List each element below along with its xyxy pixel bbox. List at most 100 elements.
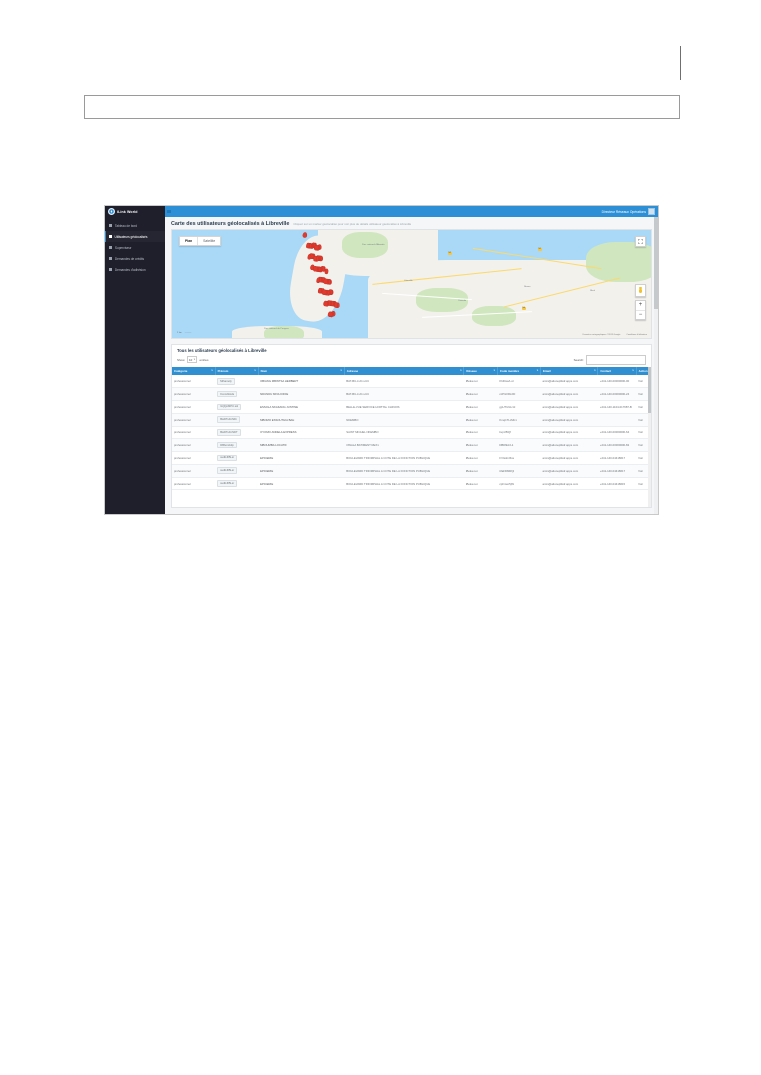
cell-contact: +241-140-00000000-82 — [597, 438, 637, 453]
column-header-reseau[interactable]: Réseau ⇅ — [463, 367, 498, 376]
cell-contact: +241-140-1104-017687-B — [597, 400, 637, 414]
sidebar-item-demandes-de-credits[interactable]: Demandes de crédits — [105, 253, 165, 264]
cell-nom: NDUNDU MIVA KIFFE — [258, 387, 345, 401]
page-length-value: 10 — [189, 357, 193, 362]
map-label-ntoum: Ntoum — [524, 286, 531, 288]
cell-code-membre: FVGsbn5ss — [497, 451, 541, 465]
window-scroll-thumb[interactable] — [654, 217, 658, 309]
cell-nom: ESSOLA NKAKANG JUSTINE — [258, 400, 345, 414]
table-scroll-thumb[interactable] — [648, 367, 651, 413]
zoom-in-button[interactable]: + — [638, 302, 643, 309]
map-park-akanda — [342, 232, 388, 258]
cell-action[interactable]: Voir — [636, 400, 651, 414]
cell-action[interactable]: Voir — [636, 464, 651, 478]
cell-nom: OYOMO ANDELA EXPRESS — [258, 426, 345, 440]
map-tab-plan[interactable]: Plan — [185, 239, 193, 243]
sort-arrows-icon: ⇅ — [460, 370, 462, 373]
zoom-out-button[interactable]: − — [636, 309, 645, 320]
sidebar-item-utilisateurs-geolocalises[interactable]: Utilisateurs géolocalisés — [105, 231, 165, 242]
table-row[interactable]: professionnel DBbombdp MBOUMBA LOCATIF OWAL… — [172, 438, 651, 453]
cell-contact: +241-140-04418615 — [597, 477, 637, 491]
sidebar-item-demandes-adhesion[interactable]: Demandes d'adhésion — [105, 264, 165, 275]
cell-categorie: professionnel — [172, 464, 216, 478]
sort-arrows-icon: ⇅ — [632, 370, 635, 373]
cell-contact: +241-140-00000000-64 — [597, 426, 637, 440]
column-header-contact[interactable]: Contact ⇅ — [597, 367, 637, 376]
prenom-badge: Kcombliods — [217, 390, 238, 398]
column-header-prenom[interactable]: Prénom ⇅ — [215, 367, 259, 376]
table-row[interactable]: professionnel Mihamoly OBIANG MBINTSA HERB… — [172, 375, 651, 389]
map-container[interactable]: N2 N1 N4 Parc national d'Akanda Librevil… — [171, 229, 652, 339]
column-header-nom[interactable]: Nom ⇅ — [258, 367, 345, 376]
prenom-badge: Mihamoly — [217, 377, 235, 385]
prenom-badge: sudbJ05Lsr — [217, 480, 238, 487]
cell-reseau: iBoka.net — [463, 438, 498, 453]
cell-prenom: sudbJ05Lsr — [215, 477, 259, 491]
table-vertical-scrollbar[interactable] — [648, 367, 651, 507]
sidebar-toggle-icon[interactable] — [165, 206, 173, 217]
sidebar-item-tableau-de-bord[interactable]: Tableau de bord — [105, 220, 165, 231]
search-label: Search: — [573, 357, 584, 362]
table-row[interactable]: professionnel sudbJ05Lsr EPICERIE BOULEVARD… — [172, 451, 651, 465]
entries-label: entries — [199, 357, 209, 362]
table-search: Search: — [574, 355, 646, 365]
map-label-nkok: Nkok — [590, 290, 595, 292]
cell-code-membre: ccPILVRLFD — [497, 387, 541, 401]
table-row[interactable]: professionnel sudbJ05Lsr EPICERIE BOULEVARD… — [172, 464, 651, 478]
map-marker-icon — [108, 234, 112, 239]
brand-area[interactable]: iLink World — [105, 206, 165, 217]
sort-arrows-icon: ⇅ — [594, 370, 596, 373]
cell-action[interactable]: Voir — [636, 426, 651, 440]
cell-prenom: Mihamoly — [215, 375, 259, 389]
cell-categorie: professionnel — [172, 375, 216, 389]
column-header-code-membre[interactable]: Code membre ⇅ — [497, 367, 541, 376]
sidebar-item-superviseur[interactable]: Superviseur — [105, 242, 165, 253]
cell-action[interactable]: Voir — [636, 477, 651, 491]
map-scale: 2 km ——— — [177, 332, 191, 334]
main-content: Carte des utilisateurs géolocalisés à Li… — [165, 217, 658, 514]
page-length-control: Show 10 ▾ entries — [177, 356, 209, 364]
top-navbar: iLink World Directeur Réseaux Opérations — [105, 206, 658, 217]
map-green-pongara — [264, 326, 304, 338]
cell-action[interactable]: Voir — [636, 387, 651, 401]
cell-action[interactable]: Voir — [636, 438, 651, 453]
window-vertical-scrollbar[interactable] — [654, 217, 658, 514]
table-row[interactable]: professionnel sudbJ05Lsr EPICERIE BOULEVARD… — [172, 477, 651, 491]
cell-action[interactable]: Voir — [636, 375, 651, 389]
map-marker-pin[interactable] — [302, 232, 307, 238]
cell-contact: +241-140-04418617 — [597, 451, 637, 465]
cell-action[interactable]: Voir — [636, 413, 651, 427]
cell-action[interactable]: Voir — [636, 451, 651, 465]
cell-reseau: iBoka.net — [463, 464, 498, 478]
map-data-credit: Données cartographiques ©2019 Google — [582, 334, 621, 336]
page-length-select[interactable]: 10 ▾ — [186, 356, 198, 364]
show-label: Show — [177, 357, 185, 362]
pegman-figure — [638, 286, 643, 295]
map-terms-link[interactable]: Conditions d'utilisation — [626, 334, 647, 336]
column-header-adresse[interactable]: Adresse ⇅ — [344, 367, 465, 376]
cell-prenom: BwDTuFnNDi — [215, 413, 259, 427]
table-row[interactable]: professionnel BwDTuFnNDi MBOMO ESSOUTHIA B… — [172, 413, 651, 427]
pegman-icon[interactable] — [635, 284, 646, 297]
fullscreen-icon[interactable] — [635, 236, 646, 247]
cell-code-membre: kvpU5lQf — [497, 426, 541, 440]
cell-reseau: iBoka.net — [463, 400, 498, 414]
cell-email: amin@ailuneplikdr.apps.com — [540, 464, 598, 478]
table-row[interactable]: professionnel GQQoMPU.ssI ESSOLA NKAKANG J… — [172, 400, 651, 414]
avatar[interactable] — [648, 208, 655, 215]
cell-adresse: SAINT MICHEL NKEMBO — [344, 426, 464, 440]
map-marker-pin[interactable] — [314, 244, 319, 251]
column-header-email[interactable]: Email ⇅ — [540, 367, 599, 376]
page-rule-line — [680, 46, 681, 80]
map-tab-satellite[interactable]: Satellite — [197, 237, 220, 245]
map-marker-pin[interactable] — [324, 268, 329, 274]
table-row[interactable]: professionnel Kcombliods NDUNDU MIVA KIFFE… — [172, 387, 651, 401]
column-header-categorie[interactable]: Catégorie ⇅ — [172, 367, 216, 376]
map-green-area-3 — [586, 242, 651, 282]
cell-categorie: professionnel — [172, 400, 216, 414]
cell-adresse: BOULEVARD TRIOMPHAL A COTE DE LA FONCTIO… — [344, 464, 464, 478]
sort-arrows-icon: ⇅ — [493, 370, 496, 373]
table-row[interactable]: professionnel BwDTuFnNDT OYOMO ANDELA EXPR… — [172, 426, 651, 440]
map-marker-cluster[interactable] — [292, 232, 362, 322]
search-input[interactable] — [586, 355, 646, 365]
